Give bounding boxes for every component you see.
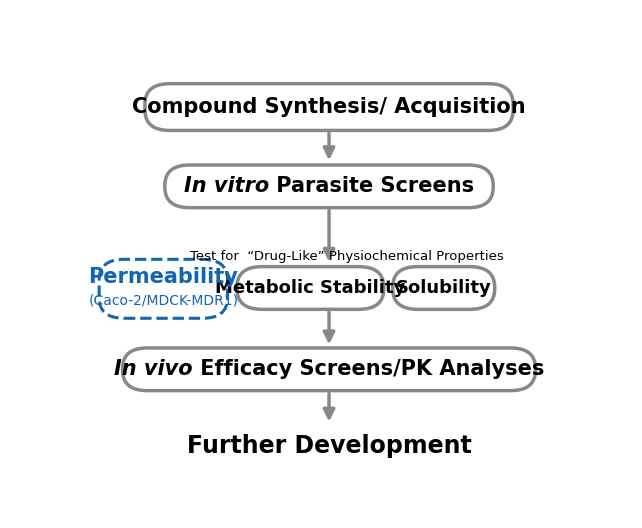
Text: In vitro: In vitro: [184, 176, 269, 196]
Text: In vivo: In vivo: [114, 359, 193, 379]
FancyBboxPatch shape: [123, 348, 535, 391]
FancyBboxPatch shape: [393, 267, 495, 309]
Text: Solubility: Solubility: [396, 279, 492, 297]
Text: (Caco-2/MDCK-MDR1): (Caco-2/MDCK-MDR1): [89, 294, 238, 308]
FancyBboxPatch shape: [145, 84, 513, 130]
FancyBboxPatch shape: [237, 267, 384, 309]
Text: Parasite Screens: Parasite Screens: [269, 176, 474, 196]
FancyBboxPatch shape: [165, 165, 493, 208]
Text: Compound Synthesis/ Acquisition: Compound Synthesis/ Acquisition: [132, 97, 526, 117]
Text: Permeability: Permeability: [89, 267, 238, 287]
Text: Efficacy Screens/PK Analyses: Efficacy Screens/PK Analyses: [193, 359, 544, 379]
FancyBboxPatch shape: [99, 259, 227, 318]
Text: Further Development: Further Development: [187, 435, 471, 458]
Text: Test for  “Drug-Like” Physiochemical Properties: Test for “Drug-Like” Physiochemical Prop…: [189, 250, 503, 263]
Text: Metabolic Stability: Metabolic Stability: [215, 279, 406, 297]
